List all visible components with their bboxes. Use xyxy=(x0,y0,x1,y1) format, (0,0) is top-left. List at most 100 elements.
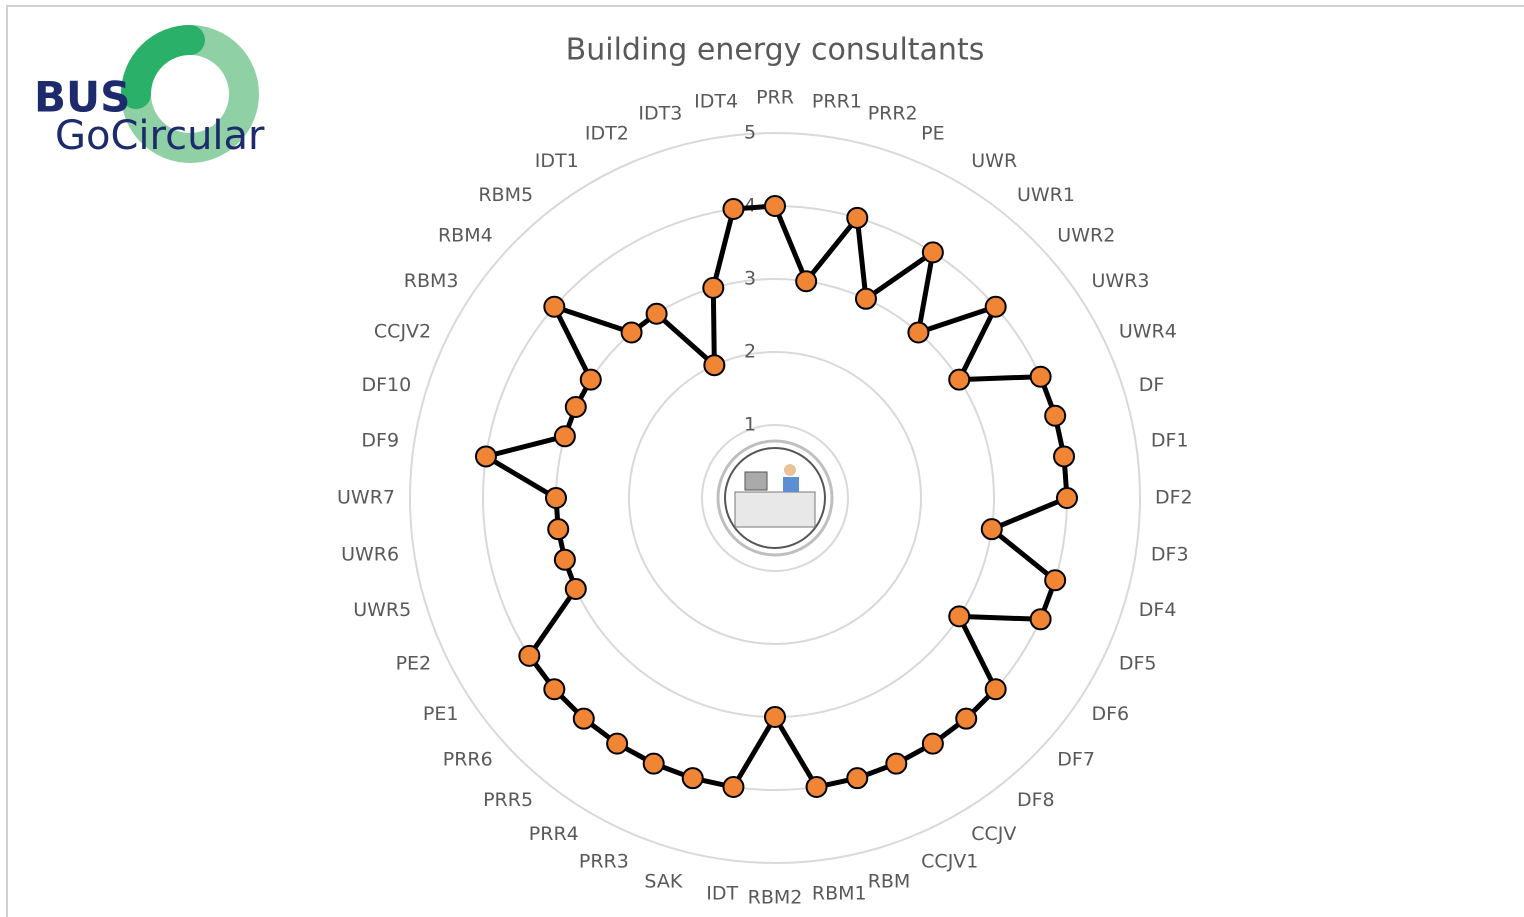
icon-desk xyxy=(735,492,815,527)
data-point xyxy=(644,754,664,774)
category-label: PE1 xyxy=(423,703,459,725)
data-point xyxy=(847,768,867,788)
data-point xyxy=(581,370,601,390)
data-point xyxy=(704,355,724,375)
category-label: IDT1 xyxy=(535,150,579,172)
data-point xyxy=(546,488,566,508)
category-label: PRR6 xyxy=(443,748,493,770)
category-label: DF7 xyxy=(1057,748,1095,770)
category-label: PRR4 xyxy=(529,823,579,845)
data-point xyxy=(1031,609,1051,629)
category-label: DF xyxy=(1139,374,1165,396)
category-label: RBM1 xyxy=(812,882,867,904)
data-point xyxy=(1045,570,1065,590)
category-label: RBM xyxy=(868,870,911,892)
data-point xyxy=(1057,488,1077,508)
data-point xyxy=(476,446,496,466)
data-point xyxy=(723,199,743,219)
data-point xyxy=(1045,406,1065,426)
category-label: CCJV2 xyxy=(374,320,431,342)
category-label: PRR5 xyxy=(483,789,533,811)
data-point xyxy=(986,679,1006,699)
y-tick-label: 1 xyxy=(744,414,756,436)
data-point xyxy=(908,322,928,342)
data-point xyxy=(555,426,575,446)
icon-person xyxy=(784,464,796,476)
data-point xyxy=(856,289,876,309)
category-label: UWR6 xyxy=(341,543,399,565)
logo-text: GoCircular xyxy=(55,113,265,159)
data-point xyxy=(807,777,827,797)
category-label: UWR xyxy=(971,150,1017,172)
data-point xyxy=(703,278,723,298)
category-label: PRR xyxy=(756,87,794,109)
data-point xyxy=(949,370,969,390)
category-label: DF9 xyxy=(361,430,399,452)
category-label: IDT xyxy=(706,882,738,904)
category-label: DF1 xyxy=(1151,430,1189,452)
data-point xyxy=(574,709,594,729)
category-label: UWR7 xyxy=(337,487,395,509)
y-tick-label: 2 xyxy=(744,341,756,363)
data-point xyxy=(1054,446,1074,466)
data-point xyxy=(949,606,969,626)
data-point xyxy=(956,709,976,729)
data-point xyxy=(548,519,568,539)
category-label: DF6 xyxy=(1092,703,1130,725)
data-point xyxy=(923,242,943,262)
data-point xyxy=(566,579,586,599)
category-label: UWR1 xyxy=(1017,184,1075,206)
category-label: PE2 xyxy=(396,653,432,675)
y-tick-label: 5 xyxy=(744,122,756,144)
category-label: UWR2 xyxy=(1057,225,1115,247)
category-label: DF4 xyxy=(1139,599,1177,621)
data-point xyxy=(982,519,1002,539)
category-label: PE xyxy=(921,123,944,145)
category-label: IDT2 xyxy=(585,123,629,145)
data-point xyxy=(544,297,564,317)
category-label: RBM5 xyxy=(478,184,533,206)
category-label: UWR4 xyxy=(1119,320,1177,342)
category-label: DF10 xyxy=(361,374,411,396)
category-label: CCJV1 xyxy=(921,850,978,872)
category-label: SAK xyxy=(644,870,682,892)
category-label: DF3 xyxy=(1151,543,1189,565)
category-label: RBM3 xyxy=(404,270,459,292)
data-point xyxy=(1031,367,1051,387)
category-label: PRR3 xyxy=(579,850,629,872)
category-label: UWR5 xyxy=(353,599,411,621)
data-point xyxy=(847,208,867,228)
category-label: UWR3 xyxy=(1092,270,1150,292)
data-point xyxy=(555,550,575,570)
icon-person xyxy=(783,477,799,492)
data-point xyxy=(519,646,539,666)
category-label: DF5 xyxy=(1119,653,1157,675)
category-label: DF2 xyxy=(1155,487,1193,509)
center-icon xyxy=(718,441,832,555)
data-point xyxy=(622,322,642,342)
data-point xyxy=(723,777,743,797)
data-point xyxy=(683,768,703,788)
data-point xyxy=(544,679,564,699)
data-point xyxy=(796,271,816,291)
data-point xyxy=(765,196,785,216)
data-point xyxy=(607,734,627,754)
data-point xyxy=(986,297,1006,317)
y-tick-label: 3 xyxy=(744,268,756,290)
chart-title: Building energy consultants xyxy=(566,33,985,68)
data-point xyxy=(647,304,667,324)
category-label: PRR1 xyxy=(812,91,862,113)
data-point xyxy=(886,754,906,774)
category-label: DF8 xyxy=(1017,789,1055,811)
chart: BUS GoCircular Building energy consultan… xyxy=(0,0,1524,917)
category-label: PRR2 xyxy=(868,103,918,125)
category-label: RBM4 xyxy=(438,225,493,247)
data-point xyxy=(765,707,785,727)
category-label: CCJV xyxy=(971,823,1016,845)
data-point xyxy=(923,734,943,754)
icon-monitor xyxy=(745,472,767,490)
category-label: RBM2 xyxy=(748,887,803,909)
category-label: IDT3 xyxy=(638,103,682,125)
category-label: IDT4 xyxy=(694,91,738,113)
data-point xyxy=(566,397,586,417)
